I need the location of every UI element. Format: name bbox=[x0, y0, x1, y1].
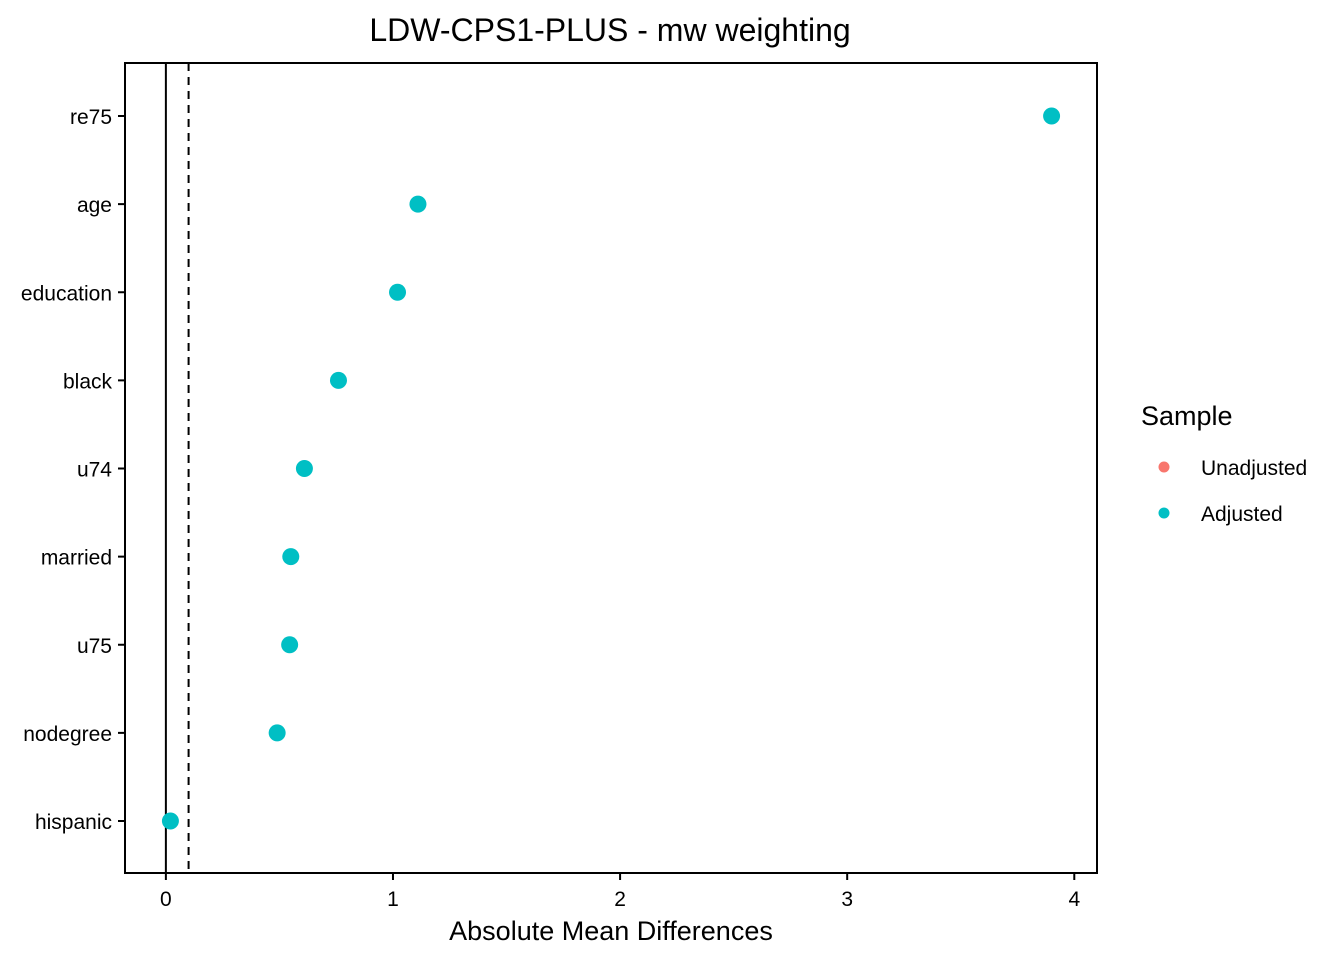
y-tick-label: u74 bbox=[77, 459, 112, 482]
y-tick-label: u75 bbox=[77, 635, 112, 658]
plot-panel bbox=[124, 62, 1098, 874]
y-tick-label: re75 bbox=[70, 106, 112, 129]
chart-title: LDW-CPS1-PLUS - mw weighting bbox=[369, 12, 850, 48]
y-axis: re75 age education black u74 married u75 nodegr… bbox=[21, 106, 125, 834]
x-axis-title: Absolute Mean Differences bbox=[449, 916, 773, 946]
y-tick-label: education bbox=[21, 282, 112, 305]
x-tick-label: 0 bbox=[160, 888, 172, 911]
point-education bbox=[389, 283, 407, 301]
legend-label-unadjusted: Unadjusted bbox=[1201, 457, 1307, 480]
y-tick-label: hispanic bbox=[35, 811, 112, 834]
x-axis: 0 1 2 3 4 bbox=[160, 873, 1080, 911]
legend-label-adjusted: Adjusted bbox=[1201, 503, 1283, 526]
x-tick-label: 1 bbox=[387, 888, 399, 911]
reference-lines bbox=[164, 63, 190, 873]
point-u74 bbox=[295, 460, 313, 477]
point-hispanic bbox=[161, 812, 179, 830]
point-black bbox=[329, 371, 347, 389]
legend-key-adjusted bbox=[1158, 507, 1170, 519]
x-tick-label: 4 bbox=[1068, 888, 1080, 911]
x-tick-label: 2 bbox=[614, 888, 626, 911]
x-tick-label: 3 bbox=[841, 888, 853, 911]
legend: Sample Unadjusted Adjusted bbox=[1141, 401, 1307, 526]
point-u75 bbox=[281, 636, 299, 654]
y-tick-label: married bbox=[41, 547, 112, 570]
legend-title: Sample bbox=[1141, 401, 1233, 431]
data-points bbox=[161, 107, 1061, 830]
point-age bbox=[409, 195, 427, 213]
y-tick-label: nodegree bbox=[23, 723, 112, 746]
point-married bbox=[282, 548, 300, 566]
legend-key-unadjusted bbox=[1158, 461, 1170, 473]
y-tick-label: age bbox=[77, 194, 112, 217]
y-tick-label: black bbox=[63, 370, 113, 393]
point-nodegree bbox=[268, 724, 286, 742]
point-re75 bbox=[1043, 107, 1061, 125]
